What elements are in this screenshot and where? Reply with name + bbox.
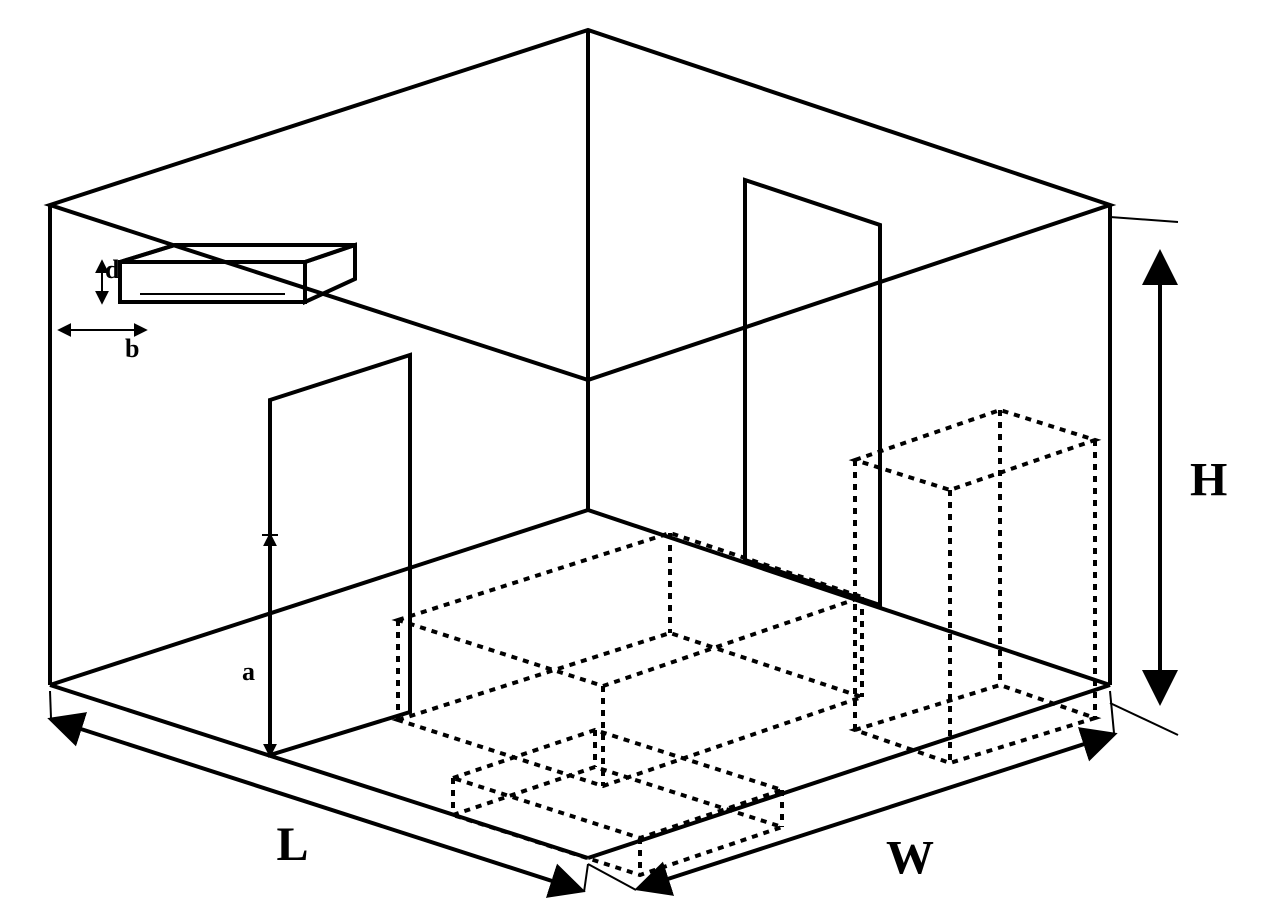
label-a: a [242,657,255,686]
label-W: W [886,832,934,885]
label-d: d [105,255,120,284]
label-L: L [277,818,309,871]
diagram-root: d b a H L W [50,30,1227,892]
label-H: H [1190,454,1227,507]
label-b: b [125,334,139,363]
